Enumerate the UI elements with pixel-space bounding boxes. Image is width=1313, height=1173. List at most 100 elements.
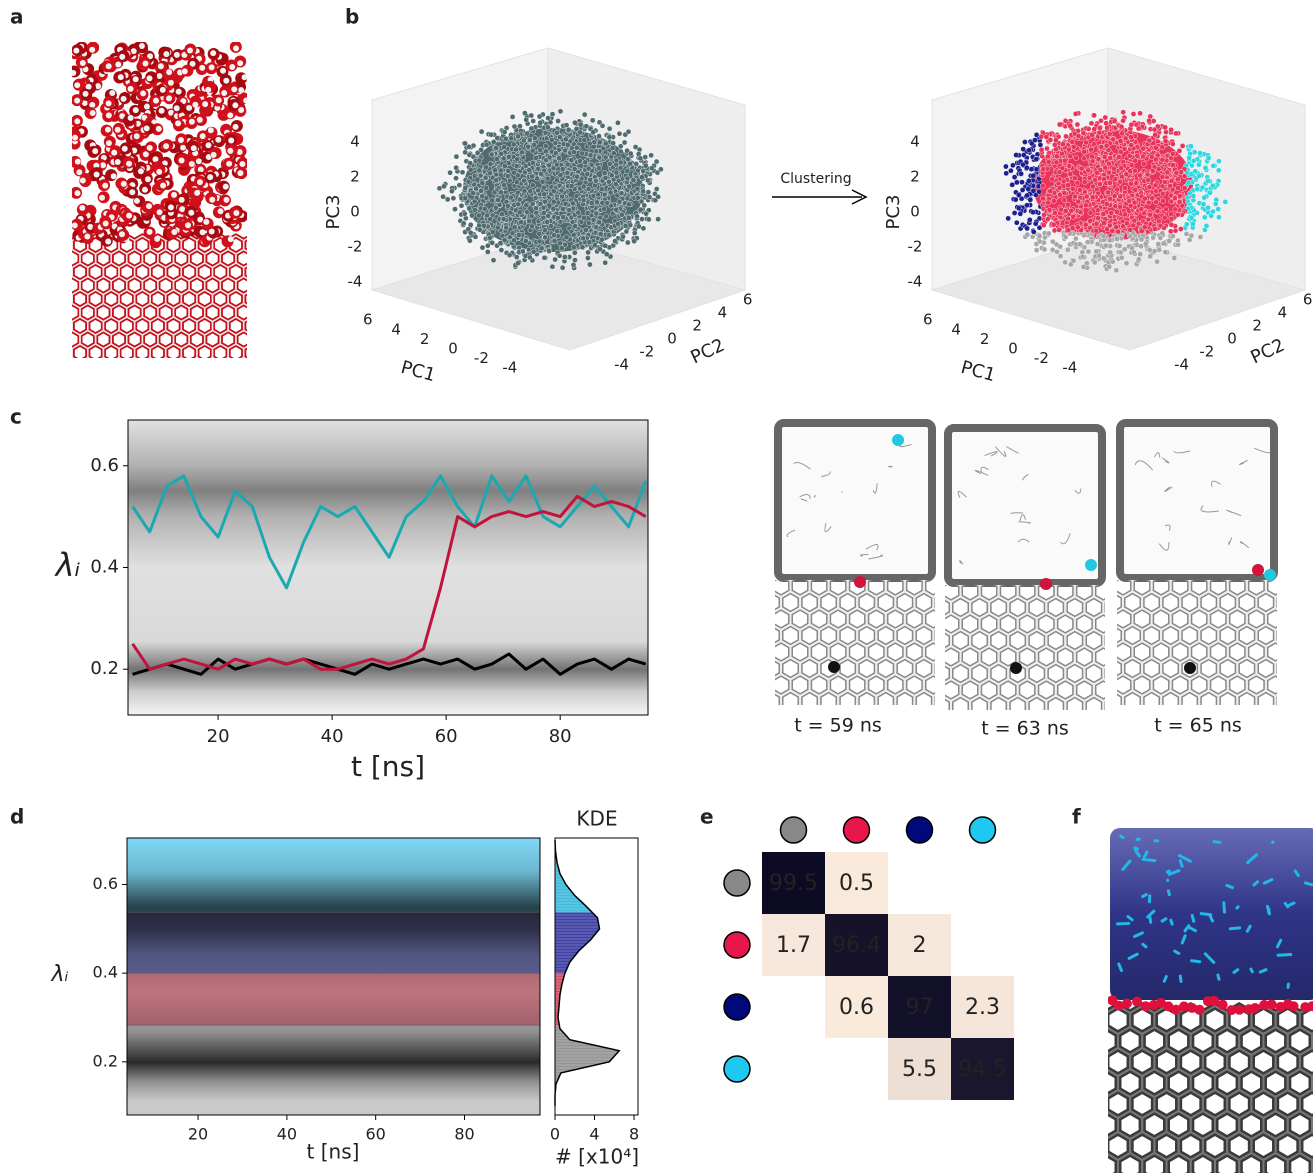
lattice-ring xyxy=(752,608,771,630)
hydrogen xyxy=(143,125,150,132)
lattice-ring xyxy=(1122,689,1144,705)
lattice-ring xyxy=(752,575,771,597)
y-tick-label: -2 xyxy=(639,343,654,361)
point xyxy=(1186,154,1192,161)
point xyxy=(1208,213,1214,219)
point xyxy=(1019,179,1025,185)
point xyxy=(599,186,605,192)
point xyxy=(599,236,605,243)
point xyxy=(526,218,533,224)
hydrogen xyxy=(105,112,112,119)
hydrogen xyxy=(163,51,170,58)
point xyxy=(1154,258,1160,265)
point xyxy=(1106,160,1112,167)
point xyxy=(571,166,578,172)
point xyxy=(558,187,565,194)
chain xyxy=(1148,915,1153,924)
point xyxy=(548,223,554,229)
point xyxy=(546,162,552,169)
x-label: t [ns] xyxy=(351,750,425,783)
point xyxy=(626,214,632,221)
cell-label: 2 xyxy=(913,933,927,958)
point xyxy=(615,120,621,126)
point xyxy=(577,158,583,164)
hydrogen xyxy=(89,46,96,53)
point xyxy=(489,197,496,204)
x-label: # [x10⁴] xyxy=(555,1145,639,1169)
hydrogen xyxy=(109,89,116,96)
bead xyxy=(854,576,866,588)
x-tick-label: 40 xyxy=(277,1125,297,1144)
point xyxy=(588,161,595,168)
lattice-ring xyxy=(237,354,247,358)
point xyxy=(545,115,551,121)
point xyxy=(1040,195,1046,202)
point xyxy=(1036,233,1043,239)
point xyxy=(497,240,504,246)
hydrogen xyxy=(146,75,153,82)
cell-label: 97 xyxy=(906,995,934,1020)
bead xyxy=(828,661,840,673)
point xyxy=(478,188,485,194)
point xyxy=(1132,167,1138,174)
point xyxy=(1109,258,1116,265)
point xyxy=(601,206,608,212)
point xyxy=(596,154,603,161)
point xyxy=(1054,248,1060,255)
point xyxy=(655,193,661,200)
hydrogen xyxy=(188,160,195,167)
hydrogen xyxy=(205,142,212,149)
lattice-ring xyxy=(116,356,122,358)
point xyxy=(627,160,633,167)
point xyxy=(458,202,465,209)
x-tick-label: 0 xyxy=(1008,340,1018,358)
point xyxy=(1140,145,1147,152)
point xyxy=(606,125,613,132)
hydrogen xyxy=(237,170,244,177)
point xyxy=(560,206,566,212)
point xyxy=(1159,156,1166,163)
point xyxy=(646,216,652,223)
point xyxy=(1116,154,1122,160)
point xyxy=(1162,249,1169,255)
point xyxy=(515,260,521,266)
point xyxy=(617,164,624,171)
lattice-ring xyxy=(969,694,991,710)
point xyxy=(1030,187,1037,194)
hydrogen xyxy=(144,176,151,183)
point xyxy=(1181,185,1188,191)
lattice-ring xyxy=(875,689,897,705)
hydrogen xyxy=(105,238,112,245)
point xyxy=(1141,160,1147,167)
point xyxy=(560,214,567,220)
point xyxy=(523,202,530,209)
point xyxy=(625,239,631,246)
hydrogen xyxy=(227,147,234,154)
point xyxy=(596,139,603,146)
cluster-marker xyxy=(968,816,997,844)
x-tick-label: -2 xyxy=(1034,349,1049,367)
point xyxy=(1072,193,1078,200)
point xyxy=(1159,174,1166,180)
point xyxy=(633,161,640,167)
point xyxy=(549,111,556,117)
chain xyxy=(1225,883,1234,890)
point xyxy=(1018,170,1024,177)
point xyxy=(1073,155,1079,161)
point xyxy=(549,263,556,270)
point xyxy=(1008,167,1014,174)
hydrogen xyxy=(196,179,203,186)
point xyxy=(556,155,563,162)
point xyxy=(1122,211,1128,218)
point xyxy=(1089,194,1096,201)
point xyxy=(1192,168,1199,174)
hydrogen xyxy=(111,149,118,156)
point xyxy=(521,137,527,144)
point xyxy=(635,194,641,201)
lattice-ring xyxy=(1163,1148,1195,1173)
hydrogen xyxy=(207,174,214,181)
point xyxy=(1102,114,1109,121)
point xyxy=(581,215,587,221)
lattice-ring xyxy=(72,293,73,305)
